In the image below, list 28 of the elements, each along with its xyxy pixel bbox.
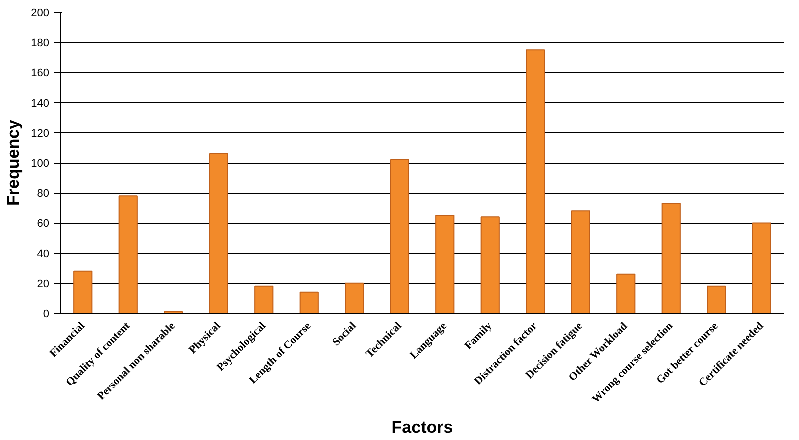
bar <box>390 159 410 314</box>
bar <box>616 274 636 314</box>
bar <box>300 292 319 314</box>
bar <box>752 222 772 314</box>
y-tick-label: 80 <box>37 188 50 200</box>
bar <box>74 270 93 314</box>
y-tick-label: 100 <box>31 158 50 170</box>
y-tick-label: 40 <box>37 248 50 260</box>
y-tick-label: 20 <box>37 278 50 290</box>
bar <box>254 286 274 314</box>
y-tick-label: 60 <box>37 218 50 230</box>
x-axis-title: Factors <box>392 418 454 438</box>
y-tick-label: 180 <box>31 38 50 50</box>
bar <box>436 215 455 314</box>
bar <box>209 153 228 314</box>
bar <box>571 210 590 314</box>
bar <box>707 286 726 314</box>
bar <box>480 216 500 314</box>
y-tick-label: 120 <box>31 128 50 140</box>
y-axis-title: Frequency <box>4 119 24 206</box>
bar <box>662 203 681 314</box>
bar <box>345 282 364 314</box>
bar <box>118 196 138 314</box>
y-tick-label: 200 <box>31 8 50 20</box>
bar <box>526 50 546 314</box>
y-tick-label: 140 <box>31 98 50 110</box>
y-tick-label: 160 <box>31 68 50 80</box>
y-tick-label: 0 <box>43 308 50 320</box>
